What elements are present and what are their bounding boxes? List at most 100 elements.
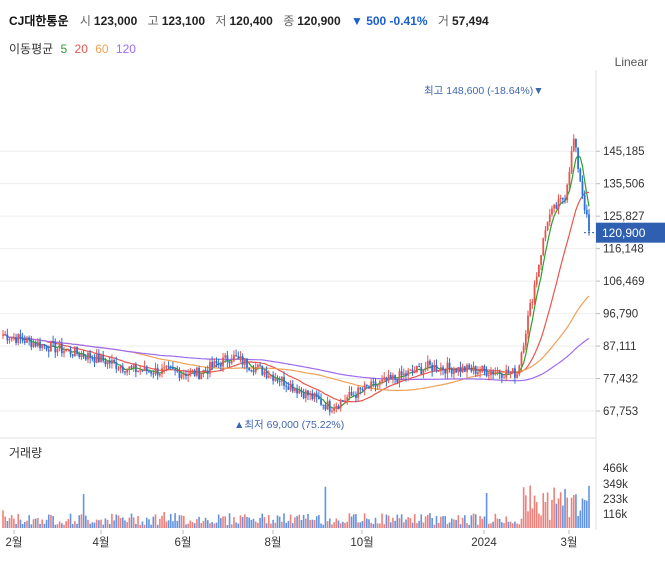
volume-bar [21, 523, 24, 528]
volume-bar [588, 485, 590, 528]
scale-toggle-button[interactable]: Linear [614, 55, 648, 69]
candle-body [219, 363, 222, 367]
volume-bar [581, 498, 584, 528]
candle-body [213, 361, 216, 368]
candle-body [476, 372, 479, 375]
volume-bar [26, 520, 28, 528]
candle-body [222, 357, 224, 367]
volume-bar [389, 522, 392, 528]
candle-body [67, 349, 70, 351]
candle-body [402, 373, 405, 376]
volume-bar [339, 523, 342, 528]
volume-bar [265, 523, 268, 528]
candle-body [372, 381, 375, 383]
candle-body [287, 386, 290, 390]
volume-bar [416, 523, 418, 528]
min-annotation: ▲최저 69,000 (75.22%) [234, 419, 344, 431]
volume-bar [80, 514, 83, 528]
candle-body [500, 373, 503, 378]
candle-body [276, 378, 279, 382]
volume-bar [344, 522, 346, 528]
volume-bar [193, 523, 196, 528]
candle-body [163, 367, 166, 369]
volume-bar [178, 515, 181, 528]
volume-bar [52, 515, 54, 528]
candle-body [535, 276, 538, 285]
candle-body [429, 360, 431, 365]
candle-body [124, 371, 126, 373]
volume-bar [583, 499, 586, 528]
candle-body [311, 393, 314, 400]
volume-bar [481, 518, 484, 528]
volume-bar [84, 515, 87, 528]
candle-body [69, 349, 72, 355]
volume-bar [566, 497, 569, 528]
volume-bar [241, 516, 244, 528]
candle-body [193, 370, 196, 376]
candle-body [485, 370, 488, 376]
ma-legend[interactable]: 이동평균 5 20 60 120 [9, 40, 140, 57]
candle-body [148, 371, 150, 373]
volume-bar [422, 522, 425, 528]
volume-bar [420, 514, 423, 528]
volume-bar [296, 516, 298, 528]
stock-name[interactable]: CJ대한통운 [9, 14, 69, 28]
volume-bar [429, 513, 431, 528]
volume-bar [359, 522, 362, 528]
volume-bar [474, 514, 477, 528]
candle-body [527, 315, 529, 334]
volume-bar [163, 511, 166, 528]
volume-bar [300, 519, 303, 528]
volume-bar [233, 517, 235, 528]
volume-bar [466, 523, 468, 528]
volume-bar [324, 486, 327, 528]
volume-bar [503, 522, 505, 528]
candle-body [291, 383, 294, 392]
volume-bar [313, 520, 316, 528]
candle-body [522, 345, 525, 353]
volume-bar [309, 519, 311, 528]
volume-bar [365, 518, 368, 528]
candle-body [588, 214, 590, 232]
candle-body [182, 374, 185, 376]
volume-bar [455, 519, 457, 528]
candle-body [296, 388, 298, 394]
volume-bar [572, 494, 575, 528]
volume-bar [403, 522, 405, 528]
candle-body [322, 404, 325, 406]
volume-bar [468, 524, 470, 528]
candle-body [246, 358, 248, 368]
volume-bar [551, 499, 553, 528]
candle-body [185, 374, 187, 376]
candle-body [252, 370, 255, 373]
candle-body [294, 388, 296, 392]
volume-bar [470, 515, 473, 528]
volume-bar [111, 513, 113, 528]
candle-body [579, 168, 582, 182]
volume-bar [514, 521, 516, 528]
volume-bar [355, 514, 357, 528]
candle-body [87, 352, 89, 360]
candle-body [176, 370, 179, 372]
volume-bar [34, 518, 37, 528]
candle-body [113, 360, 116, 363]
volume-bar [74, 521, 76, 528]
volume-bar [533, 495, 536, 528]
close-label: 종 [283, 14, 295, 28]
candle-body [169, 366, 172, 368]
volume-bar [342, 521, 344, 528]
volume-bar [19, 519, 22, 528]
candle-body [167, 366, 170, 368]
volume-bar [350, 516, 353, 528]
volume-bar [542, 493, 545, 528]
volume-tick-label: 233k [603, 494, 628, 506]
candle-body [60, 343, 63, 354]
candle-body [259, 364, 261, 366]
candle-body [211, 361, 214, 368]
volume-bar [505, 516, 508, 528]
candle-body [374, 381, 377, 387]
volume-bar [143, 524, 146, 528]
volume-bar [106, 519, 109, 528]
volume-bar [363, 513, 366, 528]
